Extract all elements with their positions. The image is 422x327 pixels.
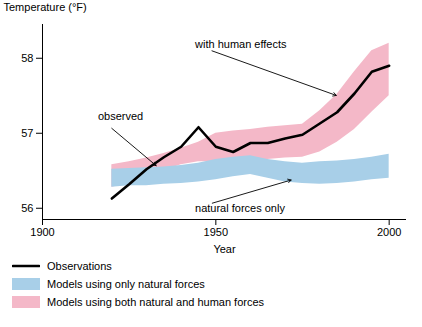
svg-text:1950: 1950 [204, 226, 228, 238]
svg-text:2000: 2000 [377, 226, 401, 238]
html-text:Observations: Observations [47, 260, 112, 272]
svg-text:Temperature (°F): Temperature (°F) [4, 1, 87, 13]
svg-text:Year: Year [213, 243, 236, 255]
html-text:Models using both natural and: Models using both natural and human forc… [47, 296, 265, 308]
svg-text:observed: observed [98, 110, 143, 122]
svg-text:56: 56 [21, 202, 33, 214]
svg-text:with human effects: with human effects [194, 38, 287, 50]
svg-text:57: 57 [21, 127, 33, 139]
svg-text:58: 58 [21, 52, 33, 64]
html-text:Models using only natural forc: Models using only natural forces [47, 278, 205, 290]
svg-text:natural forces only: natural forces only [195, 202, 285, 214]
svg-text:1900: 1900 [30, 226, 54, 238]
